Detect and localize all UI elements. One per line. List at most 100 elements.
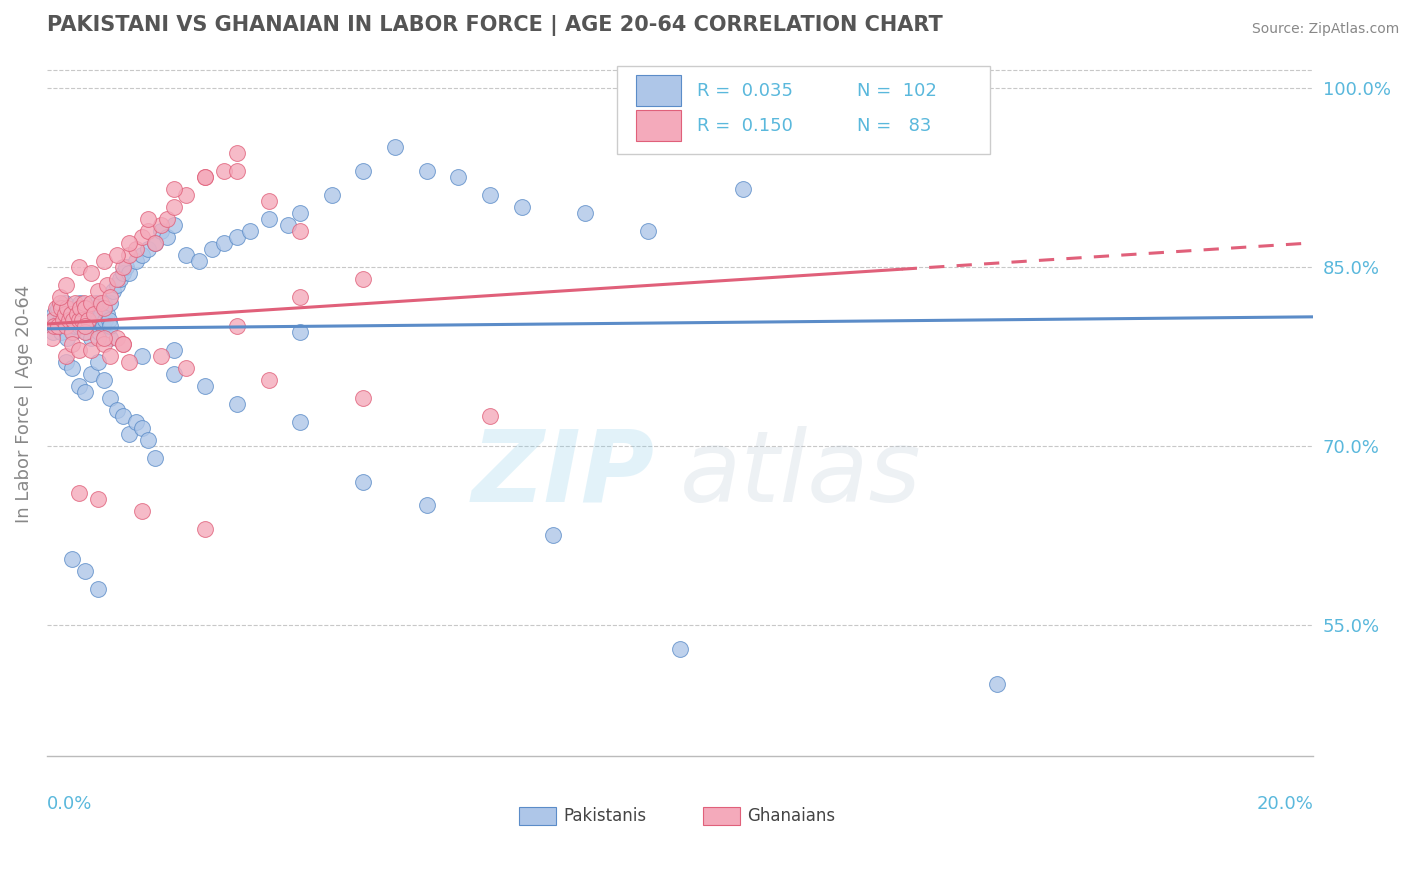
Point — [70, 319, 93, 334]
Point — [510, 200, 533, 214]
Point — [124, 253, 146, 268]
Point — [212, 164, 235, 178]
Point — [194, 170, 217, 185]
Point — [105, 403, 128, 417]
FancyBboxPatch shape — [636, 111, 682, 141]
Point — [118, 248, 141, 262]
Point — [543, 528, 565, 542]
Point — [136, 211, 159, 226]
Text: N =   83: N = 83 — [858, 117, 932, 135]
Point — [733, 182, 755, 196]
Point — [56, 331, 79, 345]
Point — [136, 224, 159, 238]
Point — [143, 450, 166, 465]
Point — [73, 326, 96, 340]
Point — [276, 218, 298, 232]
Point — [73, 301, 96, 316]
Point — [90, 295, 112, 310]
Point — [111, 260, 134, 274]
Point — [156, 230, 179, 244]
Point — [288, 289, 311, 303]
Point — [574, 206, 596, 220]
Point — [225, 146, 247, 161]
Point — [80, 295, 103, 310]
Point — [96, 277, 118, 292]
Point — [98, 295, 121, 310]
Point — [149, 224, 172, 238]
Point — [174, 361, 197, 376]
Text: R =  0.035: R = 0.035 — [696, 81, 793, 100]
Point — [80, 331, 103, 345]
FancyBboxPatch shape — [519, 806, 555, 825]
Point — [353, 271, 375, 285]
Point — [131, 230, 153, 244]
Point — [87, 326, 110, 340]
Point — [156, 211, 179, 226]
Point — [53, 308, 76, 322]
Point — [52, 313, 75, 327]
Point — [41, 313, 63, 327]
Point — [98, 319, 121, 334]
Point — [86, 492, 108, 507]
Point — [86, 284, 108, 298]
Point — [238, 224, 260, 238]
Point — [143, 235, 166, 250]
Point — [93, 373, 115, 387]
Point — [98, 391, 121, 405]
Point — [83, 308, 105, 322]
Point — [257, 211, 280, 226]
Point — [49, 301, 72, 316]
Point — [55, 277, 77, 292]
Point — [59, 308, 82, 322]
Point — [131, 248, 153, 262]
Point — [124, 242, 146, 256]
Point — [73, 384, 96, 399]
Point — [93, 301, 115, 316]
Point — [42, 313, 65, 327]
Point — [162, 200, 184, 214]
Point — [111, 266, 134, 280]
Point — [194, 379, 217, 393]
Point — [67, 379, 90, 393]
Point — [86, 355, 108, 369]
Point — [479, 409, 502, 423]
Point — [45, 319, 67, 334]
Text: N =  102: N = 102 — [858, 81, 938, 100]
Point — [187, 253, 209, 268]
Point — [41, 331, 63, 345]
Text: Pakistanis: Pakistanis — [564, 807, 647, 825]
Point — [353, 391, 375, 405]
Point — [84, 295, 107, 310]
Point — [83, 319, 105, 334]
Point — [174, 248, 197, 262]
Point — [93, 253, 115, 268]
Text: ZIP: ZIP — [472, 425, 655, 523]
Point — [194, 522, 217, 536]
Point — [118, 266, 141, 280]
Text: Source: ZipAtlas.com: Source: ZipAtlas.com — [1251, 22, 1399, 37]
Point — [637, 224, 659, 238]
Point — [66, 308, 89, 322]
Point — [58, 313, 80, 327]
Point — [98, 331, 121, 345]
Point — [73, 319, 96, 334]
Point — [53, 295, 76, 310]
Point — [55, 319, 77, 334]
Point — [55, 349, 77, 363]
Point — [66, 308, 89, 322]
Point — [46, 319, 69, 334]
Point — [65, 319, 87, 334]
Point — [136, 433, 159, 447]
Point — [416, 499, 439, 513]
Point — [70, 313, 93, 327]
Point — [149, 218, 172, 232]
Point — [93, 295, 115, 310]
Point — [118, 426, 141, 441]
Point — [288, 224, 311, 238]
Point — [174, 188, 197, 202]
Point — [288, 415, 311, 429]
Point — [67, 343, 90, 358]
Point — [96, 308, 118, 322]
Point — [225, 230, 247, 244]
Point — [62, 326, 84, 340]
